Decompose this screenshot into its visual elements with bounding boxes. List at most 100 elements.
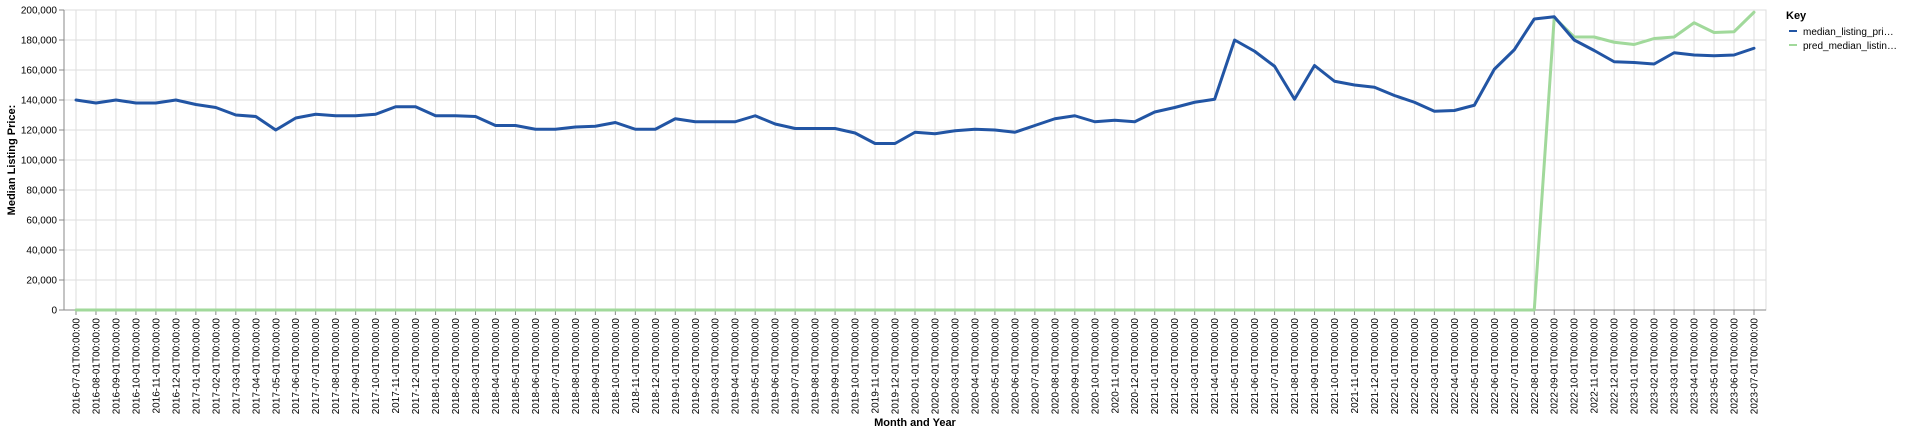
x-tick-label: 2021-04-01T00:00:00 (1210, 318, 1221, 415)
y-tick-label: 0 (51, 306, 57, 317)
x-tick-label: 2020-07-01T00:00:00 (1030, 318, 1041, 415)
legend-label-pred-median-listing-price: pred_median_listin… (1803, 41, 1897, 52)
x-tick-label: 2022-06-01T00:00:00 (1490, 318, 1501, 415)
x-tick-label: 2020-02-01T00:00:00 (930, 318, 941, 415)
x-tick-label: 2018-08-01T00:00:00 (571, 318, 582, 415)
x-tick-label: 2017-12-01T00:00:00 (411, 318, 422, 415)
x-axis-title: Month and Year (874, 417, 956, 429)
x-tick-label: 2021-09-01T00:00:00 (1310, 318, 1321, 415)
x-tick-label: 2018-01-01T00:00:00 (431, 318, 442, 415)
x-tick-label: 2020-09-01T00:00:00 (1070, 318, 1081, 415)
x-tick-label: 2016-12-01T00:00:00 (171, 318, 182, 415)
x-tick-label: 2017-01-01T00:00:00 (191, 318, 202, 415)
x-tick-label: 2020-06-01T00:00:00 (1010, 318, 1021, 415)
x-tick-label: 2022-11-01T00:00:00 (1590, 318, 1601, 414)
x-tick-label: 2021-03-01T00:00:00 (1190, 318, 1201, 415)
gridlines (63, 9, 1767, 311)
x-tick-label: 2019-05-01T00:00:00 (751, 318, 762, 415)
x-tick-label: 2018-11-01T00:00:00 (631, 318, 642, 414)
legend: Key median_listing_pri… pred_median_list… (1786, 10, 1897, 52)
x-tick-label: 2019-11-01T00:00:00 (871, 318, 882, 414)
x-axis: 2016-07-01T00:00:00 2016-08-01T00:00:00 20… (64, 309, 1766, 415)
x-tick-label: 2020-08-01T00:00:00 (1050, 318, 1061, 415)
x-tick-label: 2022-08-01T00:00:00 (1530, 318, 1541, 415)
x-tick-label: 2019-08-01T00:00:00 (811, 318, 822, 415)
x-tick-label: 2018-09-01T00:00:00 (591, 318, 602, 415)
x-tick-label: 2021-06-01T00:00:00 (1250, 318, 1261, 415)
x-tick-label: 2017-08-01T00:00:00 (331, 318, 342, 415)
x-tick-label: 2016-08-01T00:00:00 (91, 318, 102, 415)
x-tick-label: 2019-10-01T00:00:00 (851, 318, 862, 415)
y-tick-label: 140,000 (21, 96, 58, 107)
x-tick-label: 2018-04-01T00:00:00 (491, 318, 502, 415)
x-tick-label: 2017-06-01T00:00:00 (291, 318, 302, 415)
series-line-median-listing-price (74, 15, 1756, 145)
x-tick-label: 2022-10-01T00:00:00 (1570, 318, 1581, 415)
x-tick-label: 2019-12-01T00:00:00 (891, 318, 902, 415)
x-tick-label: 2022-01-01T00:00:00 (1390, 318, 1401, 415)
x-tick-label: 2019-09-01T00:00:00 (831, 318, 842, 415)
x-tick-label: 2019-02-01T00:00:00 (691, 318, 702, 415)
x-tick-label: 2023-07-01T00:00:00 (1750, 318, 1761, 415)
x-tick-label: 2020-05-01T00:00:00 (990, 318, 1001, 415)
y-tick-label: 80,000 (26, 186, 57, 197)
x-tick-label: 2018-10-01T00:00:00 (611, 318, 622, 415)
x-tick-label: 2018-03-01T00:00:00 (471, 318, 482, 415)
x-tick-label: 2019-04-01T00:00:00 (731, 318, 742, 415)
x-tick-label: 2021-01-01T00:00:00 (1150, 318, 1161, 415)
x-tick-label: 2016-09-01T00:00:00 (111, 318, 122, 415)
x-tick-label: 2022-02-01T00:00:00 (1410, 318, 1421, 415)
x-tick-label: 2017-10-01T00:00:00 (371, 318, 382, 415)
x-tick-label: 2019-06-01T00:00:00 (771, 318, 782, 415)
x-tick-label: 2021-05-01T00:00:00 (1230, 318, 1241, 415)
x-tick-label: 2021-12-01T00:00:00 (1370, 318, 1381, 415)
y-tick-label: 40,000 (26, 246, 57, 257)
x-tick-label: 2018-07-01T00:00:00 (551, 318, 562, 415)
x-tick-label: 2023-03-01T00:00:00 (1670, 318, 1681, 415)
x-tick-label: 2017-02-01T00:00:00 (211, 318, 222, 415)
x-tick-label: 2023-05-01T00:00:00 (1710, 318, 1721, 415)
series-lines (74, 10, 1756, 312)
x-tick-label: 2020-01-01T00:00:00 (911, 318, 922, 415)
x-tick-label: 2017-09-01T00:00:00 (351, 318, 362, 415)
x-tick-label: 2018-05-01T00:00:00 (511, 318, 522, 415)
x-tick-label: 2022-03-01T00:00:00 (1430, 318, 1441, 415)
x-tick-label: 2020-04-01T00:00:00 (970, 318, 981, 415)
x-tick-label: 2016-10-01T00:00:00 (131, 318, 142, 415)
x-tick-label: 2022-07-01T00:00:00 (1510, 318, 1521, 415)
y-axis-title: Median Listing Price: (6, 105, 18, 216)
y-axis: 0 20,000 40,000 60,000 80,000 100,000 120,000 1… (21, 6, 65, 317)
x-tick-label: 2021-02-01T00:00:00 (1170, 318, 1181, 415)
x-tick-label: 2019-07-01T00:00:00 (791, 318, 802, 415)
x-tick-label: 2021-10-01T00:00:00 (1330, 318, 1341, 415)
x-tick-label: 2022-09-01T00:00:00 (1550, 318, 1561, 415)
x-tick-label: 2021-08-01T00:00:00 (1290, 318, 1301, 415)
x-tick-label: 2019-03-01T00:00:00 (711, 318, 722, 415)
x-tick-label: 2018-06-01T00:00:00 (531, 318, 542, 415)
y-tick-label: 100,000 (21, 156, 58, 167)
x-tick-label: 2023-06-01T00:00:00 (1730, 318, 1741, 415)
x-tick-label: 2016-07-01T00:00:00 (72, 318, 83, 415)
x-tick-label: 2020-03-01T00:00:00 (950, 318, 961, 415)
x-tick-label: 2017-11-01T00:00:00 (391, 318, 402, 414)
legend-title: Key (1786, 10, 1807, 22)
x-tick-label: 2022-05-01T00:00:00 (1470, 318, 1481, 415)
x-tick-label: 2023-01-01T00:00:00 (1630, 318, 1641, 415)
x-tick-label: 2019-01-01T00:00:00 (671, 318, 682, 415)
x-tick-label: 2022-12-01T00:00:00 (1610, 318, 1621, 415)
series-line-pred-median-listing-price (74, 10, 1756, 312)
x-tick-label: 2022-04-01T00:00:00 (1450, 318, 1461, 415)
x-tick-label: 2023-04-01T00:00:00 (1690, 318, 1701, 415)
x-tick-label: 2021-07-01T00:00:00 (1270, 318, 1281, 415)
x-tick-label: 2017-04-01T00:00:00 (251, 318, 262, 415)
x-tick-label: 2017-03-01T00:00:00 (231, 318, 242, 415)
y-tick-label: 20,000 (26, 276, 57, 287)
y-tick-label: 60,000 (26, 216, 57, 227)
x-tick-label: 2023-02-01T00:00:00 (1650, 318, 1661, 415)
y-tick-label: 200,000 (21, 6, 58, 17)
y-tick-label: 160,000 (21, 66, 58, 77)
x-tick-label: 2020-10-01T00:00:00 (1090, 318, 1101, 415)
x-tick-label: 2018-02-01T00:00:00 (451, 318, 462, 415)
x-tick-label: 2017-07-01T00:00:00 (311, 318, 322, 415)
